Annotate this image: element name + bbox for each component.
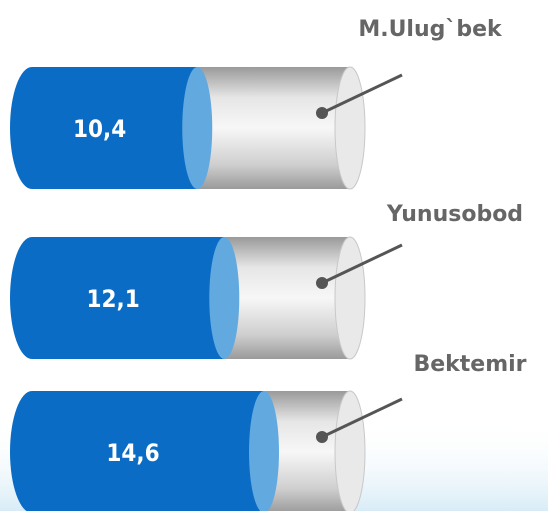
bar-cap — [10, 391, 54, 511]
category-label: Bektemir — [413, 352, 526, 377]
leader-dot — [316, 277, 328, 289]
bar — [32, 391, 264, 511]
bar — [32, 237, 225, 359]
leader-dot — [316, 431, 328, 443]
bar-cap — [10, 237, 54, 359]
value-label: 10,4 — [73, 115, 126, 143]
bar-end — [182, 67, 213, 189]
bar-end — [209, 237, 240, 359]
leader-dot — [316, 107, 328, 119]
category-label: Yunusobod — [386, 202, 523, 227]
bar — [32, 67, 198, 189]
value-label: 14,6 — [106, 439, 159, 467]
bar-cap — [10, 67, 54, 189]
category-label: M.Ulug`bek — [358, 17, 503, 42]
leader-line — [321, 243, 403, 285]
bar-end — [249, 391, 279, 511]
cylinder-end — [334, 236, 366, 360]
value-label: 12,1 — [86, 285, 139, 313]
cylinder-end — [334, 66, 366, 190]
leader-line — [321, 397, 403, 439]
cylinder-end — [334, 390, 366, 511]
leader-line — [321, 73, 403, 115]
